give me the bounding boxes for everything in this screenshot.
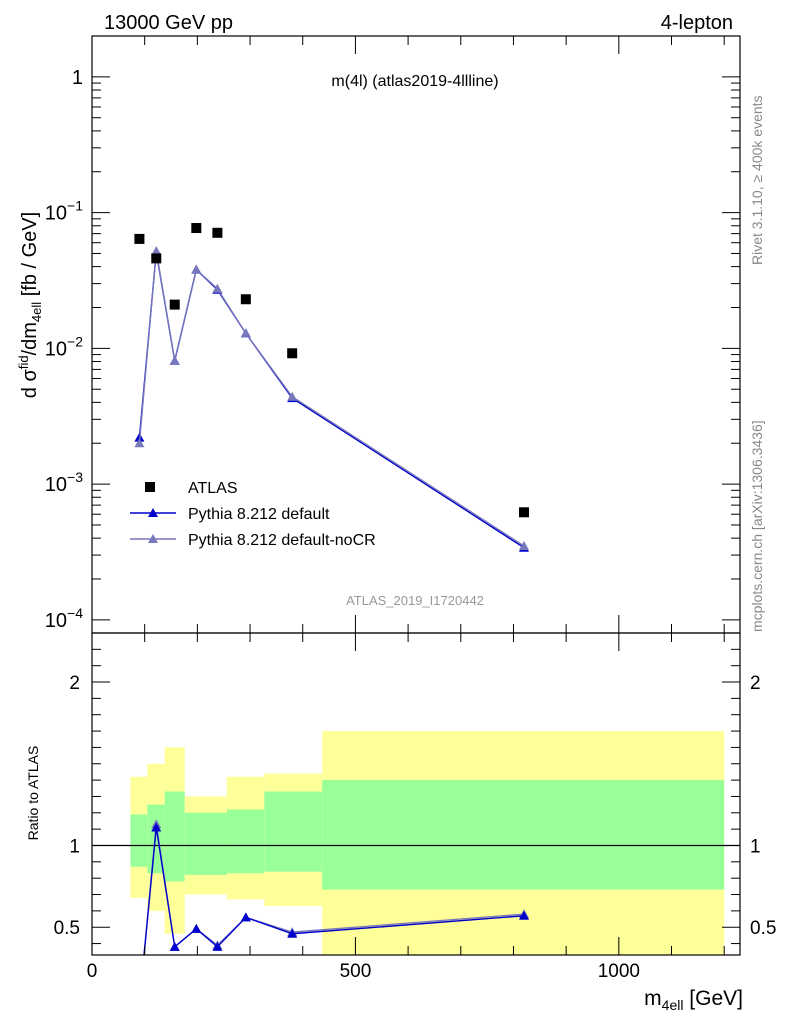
main-ylabel-part-a: d σ (19, 369, 41, 399)
ratio-ylabel: Ratio to ATLAS (25, 746, 41, 841)
data-point (134, 233, 145, 244)
legend: ATLAS Pythia 8.212 default Pythia 8.212 de… (130, 480, 376, 549)
main-ytick-exp: −4 (67, 605, 83, 621)
ratio-series-marker (169, 941, 180, 951)
main-series-marker (212, 283, 223, 293)
ratio-xlabel: m4ell [GeV] (644, 987, 743, 1013)
ratio-xtick-label: 1000 (598, 961, 640, 982)
main-ytick-label: 10−1 (45, 198, 83, 225)
main-plot-area (134, 223, 529, 552)
legend-marker-data (145, 482, 155, 492)
data-point (212, 227, 223, 238)
main-series-marker (240, 328, 251, 338)
main-ytick-base: 10 (45, 203, 67, 225)
ratio-series-marker (191, 923, 202, 933)
main-series-marker (151, 246, 162, 256)
ratio-xtick-label: 500 (340, 961, 372, 982)
ratio-series-marker (212, 941, 223, 951)
ratio-ytick-label: 0.5 (54, 918, 80, 939)
ratio-band-inner (164, 791, 185, 882)
data-point (169, 299, 180, 310)
ratio-plot-area (92, 731, 740, 1008)
ratio-frame (91, 632, 741, 956)
main-ytick-label: 10−2 (45, 333, 83, 360)
header-left: 13000 GeV pp (104, 12, 233, 34)
legend-marker (148, 534, 158, 543)
main-series-line (138, 252, 525, 549)
analysis-id: ATLAS_2019_I1720442 (346, 593, 484, 608)
ratio-xtick-label: 0 (87, 961, 98, 982)
main-ytick-base: 10 (45, 338, 67, 360)
ratio-band-inner (322, 780, 725, 890)
data-point (519, 507, 529, 518)
ratio-ytick-label: 2 (69, 673, 80, 694)
legend-marker (148, 508, 158, 517)
ratio-ytick-label: 1 (69, 836, 80, 857)
main-series-marker (519, 540, 529, 550)
xlabel-part-b: [GeV] (683, 987, 743, 1010)
main-ylabel: d σfid/dm4ell [fb / GeV] (16, 212, 44, 398)
main-axes: 110−110−210−310−4 (45, 35, 740, 633)
main-series-marker (287, 391, 298, 401)
main-ytick-label: 10−3 (45, 469, 83, 496)
ratio-band-inner (264, 791, 323, 872)
ratio-series-marker (134, 998, 144, 1007)
ratio-band-inner (184, 812, 227, 875)
main-series-marker (134, 438, 145, 448)
main-series-marker (169, 355, 180, 365)
ratio-ytick-label-right: 1 (750, 836, 761, 857)
main-ytick-base: 1 (72, 67, 83, 89)
mcplots-label: mcplots.cern.ch [arXiv:1306.3436] (749, 420, 765, 632)
ratio-series-line (143, 827, 525, 955)
data-point (151, 253, 162, 264)
main-ytick-exp: −2 (67, 333, 83, 349)
main-ytick-base: 10 (45, 610, 67, 632)
data-point (191, 223, 202, 234)
main-ytick-base: 10 (45, 474, 67, 496)
legend-label: Pythia 8.212 default (188, 506, 330, 523)
legend-label: Pythia 8.212 default-noCR (188, 532, 376, 549)
main-title: m(4l) (atlas2019-4llline) (331, 73, 498, 90)
main-ylabel-part-b: /dm (19, 322, 41, 355)
main-ylabel-sub: 4ell (29, 302, 44, 322)
ratio-axes: 0 500 1000 0.5 0.5 1 1 2 2 (54, 633, 776, 982)
main-ytick-label: 1 (72, 67, 83, 89)
xlabel-sub: 4ell (662, 997, 684, 1013)
header-right: 4-lepton (661, 12, 733, 34)
main-series-marker (191, 264, 202, 274)
ratio-band-inner (130, 814, 148, 867)
main-ytick-exp: −3 (67, 469, 83, 485)
ratio-series-marker (240, 912, 251, 922)
ratio-series-group (134, 819, 529, 1008)
xlabel-part-a: m (644, 987, 662, 1010)
ratio-ytick-label-right: 2 (750, 673, 761, 694)
ratio-series-marker (519, 910, 529, 920)
main-ytick-label: 10−4 (45, 605, 83, 632)
main-ylabel-part-c: [fb / GeV] (19, 212, 41, 302)
main-panel: 110−110−210−310−4 m(4l) (atlas2019-4llli… (16, 35, 741, 634)
main-ytick-exp: −1 (67, 198, 83, 214)
ratio-band-inner (226, 809, 265, 874)
ratio-panel: 0 500 1000 0.5 0.5 1 1 2 2 Ratio to ATLAS m4ell … (25, 632, 776, 1013)
main-series-line (138, 251, 525, 547)
ratio-series-marker (134, 999, 144, 1008)
legend-label: ATLAS (188, 480, 238, 497)
ratio-series-marker (287, 928, 298, 938)
ratio-series-marker (151, 822, 162, 832)
main-ylabel-sup: fid (16, 355, 31, 369)
ratio-ytick-label-right: 0.5 (750, 918, 776, 939)
data-point (240, 294, 251, 305)
data-point (287, 348, 298, 359)
rivet-label: Rivet 3.1.10, ≥ 400k events (749, 95, 765, 265)
